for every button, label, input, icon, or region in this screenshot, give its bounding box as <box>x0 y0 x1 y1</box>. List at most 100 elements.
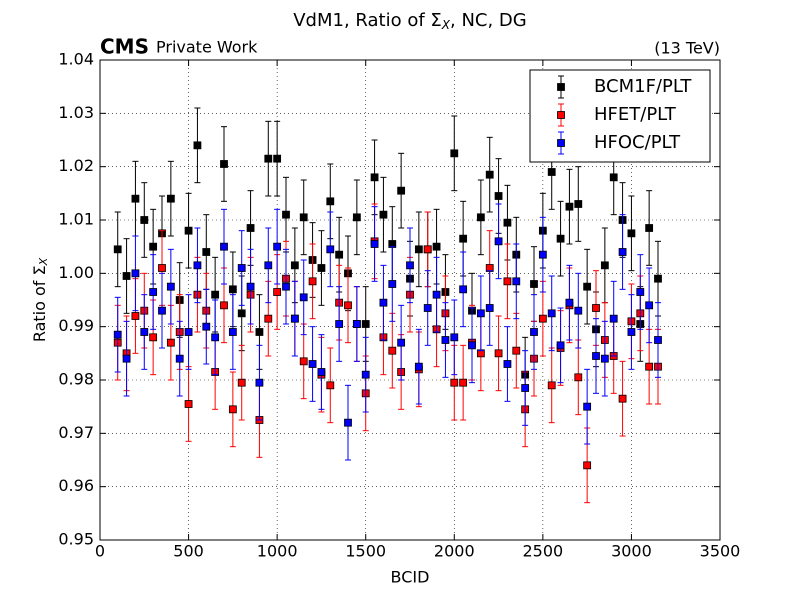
marker <box>246 224 255 232</box>
marker <box>600 261 609 270</box>
marker <box>379 210 388 219</box>
y-tick-label: 1.04 <box>58 50 94 69</box>
legend-marker <box>557 111 565 119</box>
y-axis-label: Ratio of ΣX <box>30 257 51 342</box>
marker <box>361 320 370 328</box>
marker <box>131 194 140 203</box>
marker <box>494 349 503 358</box>
marker <box>583 402 592 411</box>
marker <box>273 242 282 251</box>
marker <box>512 277 521 286</box>
marker <box>166 338 175 347</box>
marker <box>423 245 432 254</box>
marker <box>122 354 131 363</box>
marker <box>459 285 468 294</box>
x-tick-label: 1000 <box>257 542 298 561</box>
marker <box>228 328 237 336</box>
marker <box>574 373 583 382</box>
marker <box>264 261 273 270</box>
marker <box>140 216 149 224</box>
marker <box>388 280 397 288</box>
y-tick-label: 0.95 <box>58 530 94 549</box>
marker <box>122 272 131 280</box>
marker <box>468 341 476 350</box>
experiment-label: CMS <box>100 35 149 59</box>
marker <box>211 290 220 299</box>
marker <box>450 378 459 387</box>
marker <box>113 330 122 339</box>
marker <box>184 226 193 235</box>
marker <box>184 400 193 408</box>
marker <box>485 304 494 312</box>
marker <box>583 461 592 470</box>
marker <box>273 288 282 296</box>
x-tick-label: 2000 <box>434 542 475 561</box>
marker <box>574 200 583 208</box>
marker <box>237 264 246 272</box>
marker <box>512 346 521 355</box>
marker <box>308 277 317 286</box>
marker <box>521 384 530 392</box>
marker <box>441 336 450 344</box>
marker <box>636 288 645 296</box>
marker <box>264 314 273 323</box>
marker <box>538 314 547 323</box>
marker <box>547 309 556 318</box>
x-tick-label: 0 <box>95 542 105 561</box>
marker <box>654 274 662 283</box>
y-tick-label: 0.98 <box>58 370 94 389</box>
marker <box>556 234 565 243</box>
marker <box>494 192 503 200</box>
status-label: Private Work <box>156 38 258 57</box>
marker <box>450 149 459 158</box>
y-tick-label: 0.96 <box>58 476 94 495</box>
marker <box>140 328 149 336</box>
marker <box>335 250 344 259</box>
x-tick-label: 2500 <box>522 542 563 561</box>
marker <box>432 242 441 251</box>
marker <box>149 288 158 296</box>
marker <box>211 333 220 342</box>
marker <box>158 264 166 272</box>
marker <box>317 368 326 376</box>
marker <box>175 354 184 363</box>
marker <box>158 306 166 315</box>
plot-frame <box>99 59 721 541</box>
marker <box>193 261 202 270</box>
marker <box>618 248 627 256</box>
marker <box>459 378 468 387</box>
marker <box>600 354 609 363</box>
marker <box>308 360 317 368</box>
marker <box>361 370 370 379</box>
marker <box>237 378 246 387</box>
marker <box>406 261 414 270</box>
marker <box>326 381 335 390</box>
marker <box>228 285 237 294</box>
series <box>113 203 662 461</box>
legend-label: HFOC/PLT <box>594 132 681 153</box>
marker <box>131 312 140 320</box>
marker <box>476 213 485 222</box>
marker <box>255 328 264 336</box>
marker <box>538 250 547 259</box>
marker <box>335 320 344 328</box>
marker <box>459 234 468 243</box>
energy-label: (13 TeV) <box>654 39 720 58</box>
marker <box>184 328 193 336</box>
marker <box>193 141 202 150</box>
marker <box>503 277 512 286</box>
legend-marker <box>557 83 565 91</box>
marker <box>627 328 636 336</box>
marker <box>397 338 406 347</box>
legend-marker <box>557 139 565 147</box>
x-tick-label: 500 <box>173 542 204 561</box>
marker <box>556 341 565 350</box>
marker <box>645 224 654 232</box>
marker <box>290 261 299 270</box>
marker <box>131 269 140 278</box>
marker <box>282 210 290 219</box>
marker <box>299 357 308 366</box>
x-axis-label: BCID <box>391 568 430 587</box>
marker <box>370 240 379 248</box>
marker <box>414 245 423 254</box>
